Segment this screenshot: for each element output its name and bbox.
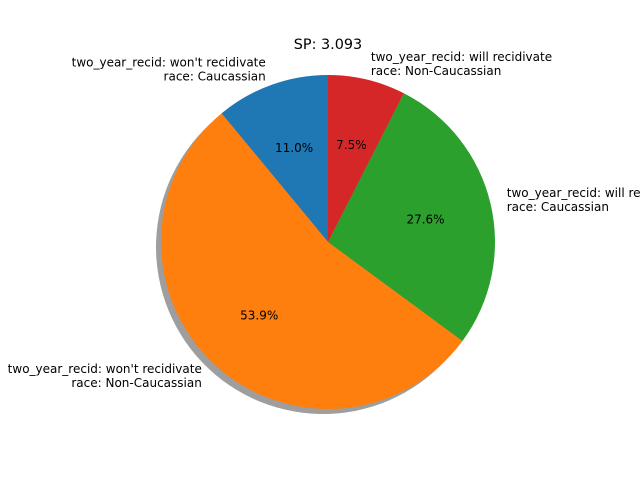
slice-percent-label-two-year-recid-will-recidivate-race-caucassian: 27.6% [406,212,444,226]
pie-slice-two-year-recid-won-t-recidivate-race-non-caucassian [161,113,463,410]
pie-slice-two-year-recid-will-recidivate-race-caucassian [328,93,496,342]
slice-percent-label-two-year-recid-won-t-recidivate-race-non-caucassian: 53.9% [240,308,278,322]
chart-title: SP: 3.093 [294,37,362,53]
pie-slice-two-year-recid-will-recidivate-race-non-caucassian [328,75,404,242]
slice-percent-label-two-year-recid-won-t-recidivate-race-caucassian: 11.0% [275,141,313,155]
slice-category-label-two-year-recid-won-t-recidivate-race-caucassian: two_year_recid: won't recidivate race: Ca… [72,56,266,84]
slice-category-label-two-year-recid-won-t-recidivate-race-non-caucassian: two_year_recid: won't recidivate race: No… [8,362,202,390]
pie-slice-two-year-recid-won-t-recidivate-race-caucassian [221,75,328,242]
pie-slices [161,75,496,410]
pie-labels: 11.0% two_year_recid: won't recidivate rac… [8,50,640,390]
slice-percent-label-two-year-recid-will-recidivate-race-non-caucassian: 7.5% [336,138,367,152]
slice-category-label-two-year-recid-will-recidivate-race-non-caucassian: two_year_recid: will recidivate race: Non… [371,50,552,78]
